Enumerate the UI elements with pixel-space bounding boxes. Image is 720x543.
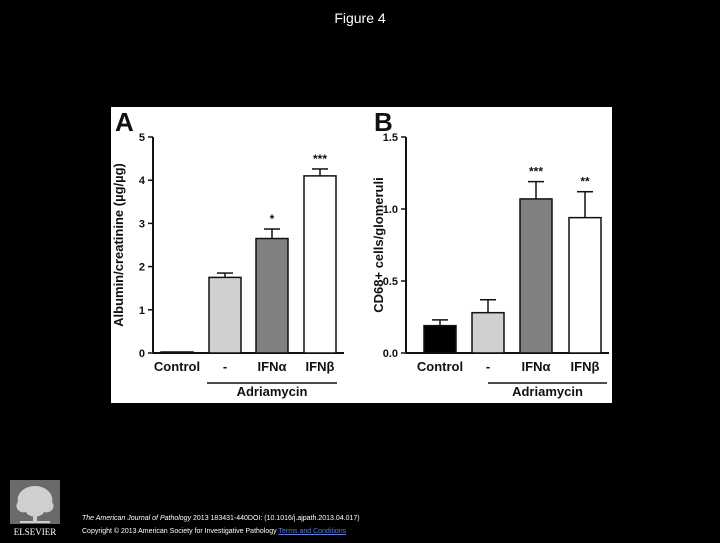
bar-1 (160, 351, 194, 354)
y-tick-label: 0.5 (383, 276, 398, 288)
significance-mark: *** (529, 165, 543, 179)
bar-2 (471, 311, 505, 354)
category-label: Control (417, 359, 463, 374)
journal-name: The American Journal of Pathology (82, 515, 192, 522)
group-label: Adriamycin (237, 384, 308, 399)
tree-logo-icon: ELSEVIER (10, 480, 60, 537)
copyright-line: Copyright © 2013 American Society for In… (82, 528, 346, 535)
panel-letter-A: A (115, 107, 134, 137)
bar-3 (255, 237, 289, 354)
bar-4 (303, 175, 337, 354)
y-tick-label: 1.5 (383, 132, 398, 144)
y-tick-label: 1.0 (383, 204, 398, 216)
significance-mark: * (270, 212, 275, 226)
bar-2 (208, 276, 242, 354)
copyright-text: Copyright © 2013 American Society for In… (82, 528, 279, 535)
y-tick-label: 0 (139, 348, 145, 360)
y-tick-label: 5 (139, 132, 145, 144)
slide-title: Figure 4 (334, 10, 386, 26)
category-label: - (486, 359, 490, 374)
logo-text: ELSEVIER (14, 527, 57, 537)
panel-letter-B: B (374, 107, 393, 137)
bar-1 (423, 324, 457, 354)
y-tick-label: 4 (139, 175, 146, 187)
terms-link[interactable]: Terms and Conditions (278, 528, 347, 535)
y-tick-label: 2 (139, 262, 145, 274)
citation-line: The American Journal of Pathology 2013 1… (82, 515, 360, 522)
citation-text: 2013 183431-440DOI: (10.1016/j.ajpath.20… (191, 515, 360, 522)
category-label: IFNβ (306, 359, 335, 374)
figure-panel: A 0 1 2 3 4 5 Albumin/creatinine (µg/µg) Control… (111, 107, 612, 403)
category-label: IFNβ (571, 359, 600, 374)
elsevier-logo: ELSEVIER (6, 478, 64, 538)
figure-svg: A 0 1 2 3 4 5 Albumin/creatinine (µg/µg) Control… (111, 107, 609, 399)
bar-4 (568, 216, 602, 354)
y-axis-label: CD68+ cells/glomeruli (371, 177, 386, 312)
y-tick-label: 1 (139, 305, 145, 317)
y-axis-label: Albumin/creatinine (µg/µg) (111, 163, 126, 327)
category-label: IFNα (258, 359, 287, 374)
bar-3 (519, 198, 553, 354)
significance-mark: *** (313, 152, 327, 166)
category-label: Control (154, 359, 200, 374)
category-label: IFNα (522, 359, 551, 374)
group-label: Adriamycin (512, 384, 583, 399)
significance-mark: ** (580, 175, 590, 189)
y-tick-label: 0.0 (383, 348, 398, 360)
category-label: - (223, 359, 227, 374)
y-tick-label: 3 (139, 218, 145, 230)
